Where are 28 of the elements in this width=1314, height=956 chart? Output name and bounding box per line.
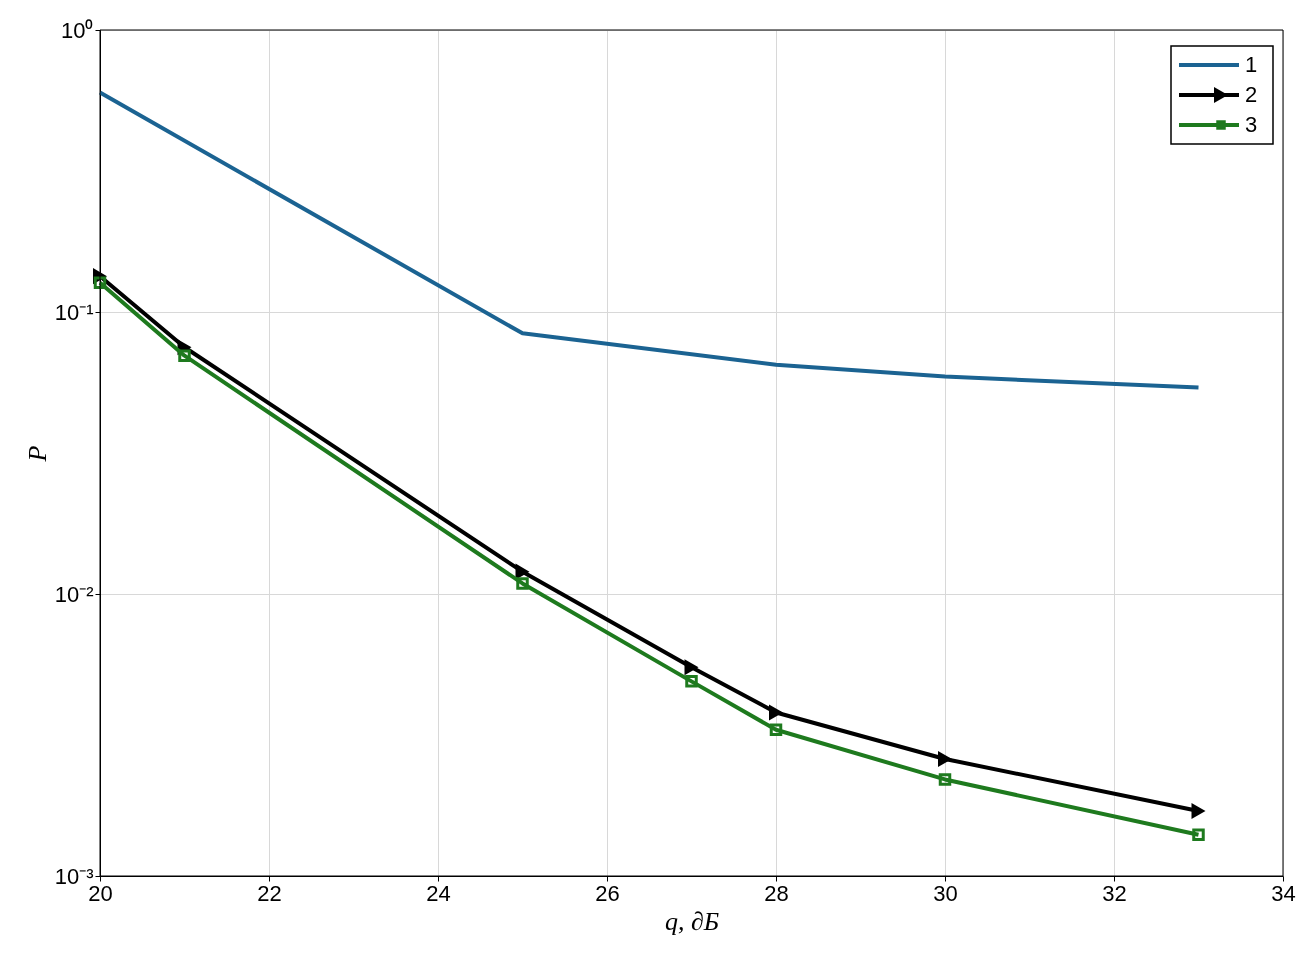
y-tick-label: 10⁻¹ xyxy=(54,299,94,325)
x-tick-label: 26 xyxy=(595,880,620,906)
point xyxy=(1191,802,1206,820)
legend-label: 3 xyxy=(1245,112,1258,137)
y-axis-title: P xyxy=(22,445,52,463)
legend-label: 1 xyxy=(1245,52,1258,77)
x-tick-label: 20 xyxy=(88,880,113,906)
point xyxy=(685,675,698,688)
point xyxy=(769,723,783,737)
x-axis-title: q, ∂Б xyxy=(664,906,720,936)
x-tick-label: 22 xyxy=(257,880,282,906)
point xyxy=(938,773,952,786)
point xyxy=(1192,828,1205,842)
legend-label: 2 xyxy=(1245,82,1258,107)
point xyxy=(516,577,529,590)
point xyxy=(178,349,191,362)
x-tick-label: 28 xyxy=(764,880,789,906)
point xyxy=(769,704,783,721)
x-tick-label: 30 xyxy=(933,880,958,906)
point xyxy=(684,659,699,676)
x-tick-label: 32 xyxy=(1102,880,1127,906)
x-tick-label: 24 xyxy=(426,880,451,906)
y-tick-label: 10⁰ xyxy=(61,17,94,43)
line-series xyxy=(98,90,1201,390)
y-tick-label: 10⁻² xyxy=(54,581,94,607)
point xyxy=(93,276,107,289)
x-tick-label: 34 xyxy=(1271,880,1296,906)
point xyxy=(938,750,952,768)
